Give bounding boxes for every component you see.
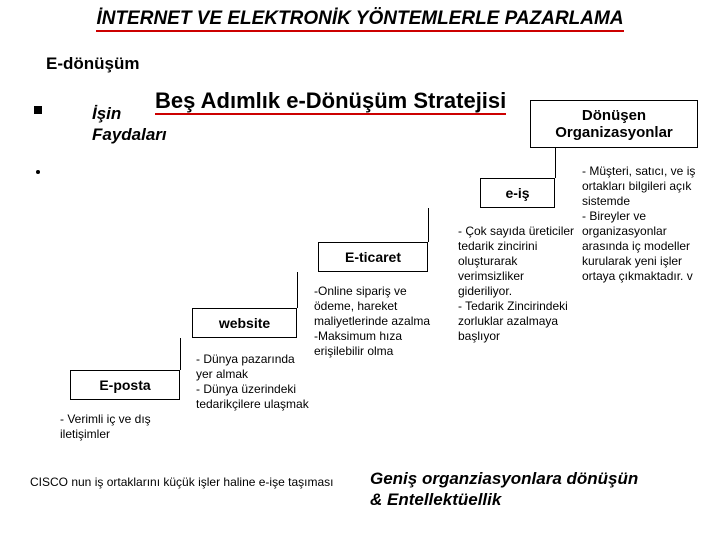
page-title: İNTERNET VE ELEKTRONİK YÖNTEMLERLE PAZAR… — [0, 8, 720, 30]
footer-cisco: CISCO nun iş ortaklarını küçük işler hal… — [30, 475, 333, 489]
connector-line — [428, 208, 429, 242]
step-eticaret: E-ticaret — [318, 242, 428, 272]
benefits-line2: Faydaları — [92, 125, 167, 144]
subtitle: E-dönüşüm — [46, 54, 140, 74]
benefits-line1: İşin — [92, 104, 121, 123]
step-eposta: E-posta — [70, 370, 180, 400]
strategy-title: Beş Adımlık e-Dönüşüm Stratejisi — [155, 88, 506, 114]
strategy-title-text: Beş Adımlık e-Dönüşüm Stratejisi — [155, 88, 506, 115]
step-label: Dönüşen Organizasyonlar — [537, 107, 691, 141]
step-website: website — [192, 308, 297, 338]
footer-line2: & Entellektüellik — [370, 490, 501, 509]
connector-line — [180, 338, 181, 370]
step-desc-eticaret: -Online sipariş ve ödeme, hareket maliye… — [314, 284, 449, 359]
step-eis: e-iş — [480, 178, 555, 208]
footer-summary: Geniş organziasyonlara dönüşün & Entelle… — [370, 468, 638, 511]
connector-line — [555, 148, 556, 178]
bullet-icon — [34, 106, 42, 114]
step-desc-website: - Dünya pazarında yer almak- Dünya üzeri… — [196, 352, 311, 412]
connector-line — [297, 272, 298, 308]
step-desc-eis: - Çok sayıda üreticiler tedarik zincirin… — [458, 224, 578, 344]
benefits-label: İşin Faydaları — [92, 103, 167, 146]
step-label: website — [219, 315, 270, 331]
step-label: E-ticaret — [345, 249, 401, 265]
step-donusen-org: Dönüşen Organizasyonlar — [530, 100, 698, 148]
footer-line1: Geniş organziasyonlara dönüşün — [370, 469, 638, 488]
bullet-icon — [36, 170, 40, 174]
page-title-text: İNTERNET VE ELEKTRONİK YÖNTEMLERLE PAZAR… — [96, 8, 623, 32]
step-desc-eposta: - Verimli iç ve dış iletişimler — [60, 412, 190, 442]
step-desc-donusen: - Müşteri, satıcı, ve iş ortakları bilgi… — [582, 164, 712, 284]
step-label: e-iş — [505, 185, 529, 201]
step-label: E-posta — [99, 377, 150, 393]
